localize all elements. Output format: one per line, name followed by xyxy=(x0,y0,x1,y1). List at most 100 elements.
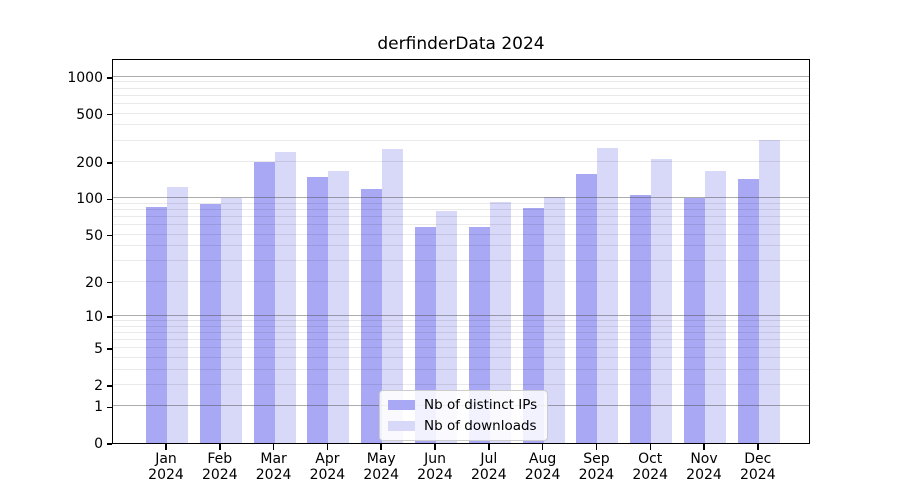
x-tick-label-oct: Oct 2024 xyxy=(615,451,685,483)
y-tick-label: 100 xyxy=(76,191,103,208)
y-tick-label: 2 xyxy=(94,377,103,394)
bar-distinct-ips-jan xyxy=(146,206,167,443)
x-tick-mark xyxy=(434,444,436,450)
x-tick-mark xyxy=(165,444,167,450)
x-tick-month: Jul xyxy=(480,451,498,467)
x-tick-month: Sep xyxy=(583,451,610,467)
gridline-minor xyxy=(113,124,809,126)
y-tick-mark xyxy=(107,77,112,79)
x-tick-month: Nov xyxy=(690,451,718,467)
x-tick-label-feb: Feb 2024 xyxy=(185,451,255,483)
gridline-minor xyxy=(113,383,809,385)
y-tick-label: 20 xyxy=(85,274,103,291)
y-tick-mark xyxy=(107,348,112,350)
gridline-minor xyxy=(113,94,809,96)
gridline-minor xyxy=(113,202,809,204)
y-tick-label: 1 xyxy=(94,399,103,416)
x-tick-mark xyxy=(326,444,329,450)
x-tick-year: 2024 xyxy=(470,467,507,483)
x-tick-month: Dec xyxy=(744,451,772,467)
gridline-minor xyxy=(113,224,809,226)
bar-distinct-ips-apr xyxy=(307,177,329,443)
gridline-minor xyxy=(113,356,809,358)
y-tick-label: 0 xyxy=(94,436,103,452)
bar-downloads-dec xyxy=(758,139,780,443)
x-tick-mark xyxy=(757,444,759,450)
gridline-minor xyxy=(113,338,809,340)
x-tick-mark xyxy=(541,444,544,450)
x-tick-label-jan: Jan 2024 xyxy=(131,451,201,483)
bar-downloads-jun xyxy=(436,210,457,443)
x-tick-year: 2024 xyxy=(363,467,399,483)
gridline-minor xyxy=(113,325,809,327)
bar-distinct-ips-dec xyxy=(737,179,759,443)
bar-downloads-jul xyxy=(489,201,511,443)
bar-downloads-may xyxy=(382,148,404,443)
bar-distinct-ips-feb xyxy=(199,203,221,443)
y-tick-label: 5 xyxy=(94,341,103,357)
bar-downloads-oct xyxy=(651,159,673,443)
x-tick-year: 2024 xyxy=(148,467,184,483)
y-tick-mark xyxy=(107,113,112,116)
x-tick-year: 2024 xyxy=(255,467,292,483)
y-tick-label: 200 xyxy=(76,154,103,171)
y-tick-mark xyxy=(107,234,112,237)
legend-label-distinct-ips: Nb of distinct IPs xyxy=(424,397,538,413)
y-tick-mark xyxy=(107,198,112,201)
x-tick-month: Oct xyxy=(638,451,663,467)
bar-downloads-mar xyxy=(274,152,296,443)
gridline-minor xyxy=(113,233,809,235)
x-tick-year: 2024 xyxy=(578,467,615,483)
bar-distinct-ips-nov xyxy=(684,198,705,443)
bar-distinct-ips-jul xyxy=(468,226,490,443)
bar-distinct-ips-may xyxy=(361,189,383,443)
x-tick-month: Mar xyxy=(260,451,287,467)
bar-downloads-aug xyxy=(543,197,565,443)
x-tick-year: 2024 xyxy=(632,467,668,483)
gridline-minor xyxy=(113,87,809,89)
y-tick-mark xyxy=(107,406,112,408)
x-tick-label-may: May 2024 xyxy=(346,451,416,483)
y-tick-mark xyxy=(107,316,112,318)
x-tick-year: 2024 xyxy=(524,467,561,483)
bar-distinct-ips-oct xyxy=(630,195,652,443)
legend-item-downloads: Nb of downloads xyxy=(388,418,537,434)
x-tick-label-apr: Apr 2024 xyxy=(292,451,362,483)
bar-distinct-ips-jun xyxy=(415,226,436,443)
legend-item-distinct-ips: Nb of distinct IPs xyxy=(388,397,537,413)
gridline-minor xyxy=(113,245,809,247)
y-tick-label: 10 xyxy=(85,308,103,325)
x-tick-label-mar: Mar 2024 xyxy=(239,451,309,483)
gridline-minor xyxy=(113,102,809,104)
x-tick-mark xyxy=(219,444,221,450)
gridline-minor xyxy=(113,112,809,114)
x-tick-mark xyxy=(649,444,651,450)
gridline-minor xyxy=(113,209,809,211)
x-tick-label-jul: Jul 2024 xyxy=(454,451,524,483)
gridline-major xyxy=(113,314,809,316)
legend-label-downloads: Nb of downloads xyxy=(424,418,537,434)
x-tick-month: Jan xyxy=(155,451,177,467)
legend-swatch-distinct-ips xyxy=(388,400,415,410)
plot-area xyxy=(112,59,810,444)
gridline-minor xyxy=(113,260,809,261)
x-tick-label-nov: Nov 2024 xyxy=(669,451,739,483)
x-tick-mark xyxy=(380,444,382,450)
legend: Nb of distinct IPs Nb of downloads xyxy=(379,390,549,441)
x-tick-label-jun: Jun 2024 xyxy=(400,451,470,483)
y-tick-mark xyxy=(107,281,112,284)
gridline-minor xyxy=(113,216,809,218)
x-tick-year: 2024 xyxy=(309,467,346,483)
gridline-major xyxy=(113,197,809,199)
gridline-minor xyxy=(113,81,809,83)
x-tick-mark xyxy=(703,444,705,450)
gridline-minor xyxy=(113,139,809,141)
bar-downloads-apr xyxy=(328,171,350,443)
x-tick-mark xyxy=(272,444,275,450)
bar-downloads-jan xyxy=(167,187,188,443)
x-tick-year: 2024 xyxy=(686,467,722,483)
legend-swatch-downloads xyxy=(388,421,415,431)
x-tick-year: 2024 xyxy=(417,467,453,483)
y-tick-label: 1000 xyxy=(67,69,103,86)
gridline-minor xyxy=(113,347,809,348)
